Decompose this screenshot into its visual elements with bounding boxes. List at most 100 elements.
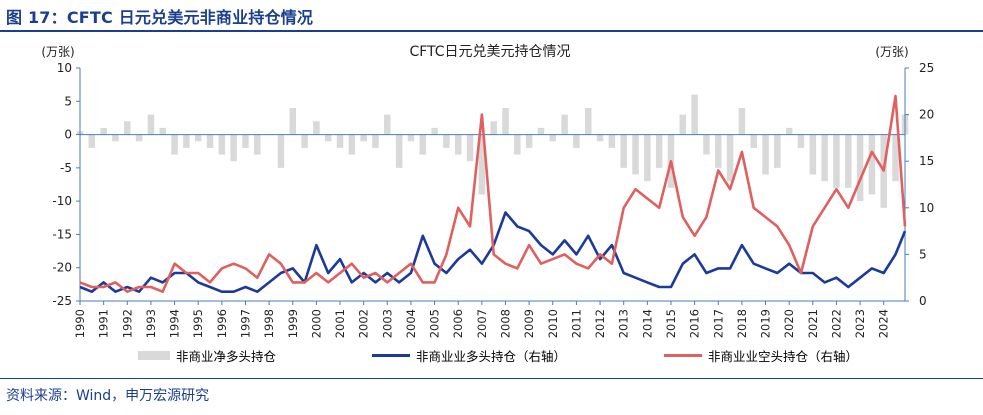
legend-label-long: 非商业业多头持仓（右轴） [416, 349, 567, 364]
x-tick-label: 2015 [664, 309, 678, 338]
x-tick-label: 2012 [593, 309, 607, 338]
x-tick-label: 2023 [853, 309, 867, 338]
net-bar [561, 114, 568, 135]
legend-swatch-short [664, 354, 702, 357]
net-bar [112, 134, 119, 142]
left-tick-label: 10 [57, 61, 72, 75]
x-tick-label: 2016 [688, 309, 702, 338]
net-bar [584, 107, 592, 135]
net-bar [313, 121, 320, 135]
x-tick-label: 2010 [546, 309, 560, 338]
right-tick-label: 15 [919, 154, 934, 168]
net-bar [254, 134, 261, 155]
net-bar [324, 134, 332, 142]
x-tick-label: 2000 [309, 309, 323, 338]
x-tick-label: 2021 [806, 309, 820, 338]
net-bar [856, 134, 864, 202]
left-tick-label: -5 [60, 161, 72, 175]
right-tick-label: 0 [919, 294, 927, 308]
x-tick-label: 2005 [428, 309, 442, 338]
left-axis-unit: (万张) [41, 45, 74, 59]
net-bar [384, 114, 391, 135]
x-tick-label: 2024 [877, 309, 891, 338]
legend-item-net: 非商业净多头持仓 [138, 346, 276, 365]
chart-title: CFTC日元兑美元持仓情况 [409, 44, 570, 60]
net-bar [502, 107, 509, 135]
right-tick-label: 10 [919, 201, 934, 215]
x-tick-label: 1995 [191, 309, 205, 338]
legend-item-short: 非商业业空头持仓（右轴） [664, 346, 858, 365]
net-bar [159, 127, 166, 135]
x-tick-label: 1996 [215, 309, 229, 338]
left-tick-label: 5 [64, 94, 72, 108]
net-bar [124, 121, 131, 135]
x-tick-label: 1994 [168, 309, 182, 338]
net-bar [738, 107, 746, 135]
x-tick-label: 2020 [782, 309, 796, 338]
net-bar [655, 134, 663, 168]
x-tick-label: 2022 [829, 309, 843, 338]
net-bar [537, 127, 545, 135]
net-bar [135, 134, 143, 142]
net-bar [407, 134, 415, 142]
net-bar [88, 134, 96, 148]
net-bar [809, 134, 817, 175]
right-axis-unit: (万张) [875, 45, 908, 59]
x-tick-label: 1998 [262, 309, 276, 338]
x-tick-label: 2011 [569, 309, 583, 338]
net-bar [466, 134, 474, 162]
left-tick-label: -25 [52, 294, 72, 308]
net-bar [301, 134, 308, 148]
x-tick-label: 2018 [735, 309, 749, 338]
net-bar [490, 121, 497, 135]
net-bar [608, 134, 616, 148]
legend-label-net: 非商业净多头持仓 [176, 349, 277, 364]
net-bar [431, 127, 438, 135]
right-tick-label: 20 [919, 108, 934, 122]
net-bar [218, 134, 226, 155]
net-bar [348, 134, 356, 155]
x-tick-label: 2013 [617, 309, 631, 338]
net-bar [691, 94, 698, 135]
net-bar [514, 134, 521, 155]
left-tick-label: -15 [52, 227, 72, 241]
source-note: 资料来源：Wind，申万宏源研究 [6, 388, 210, 404]
title-rule [0, 30, 983, 32]
net-bar [525, 134, 533, 148]
net-bar [454, 134, 462, 155]
net-bar [715, 134, 722, 168]
net-bar [183, 134, 190, 148]
x-tick-label: 1997 [238, 309, 252, 338]
right-tick-label: 5 [919, 247, 927, 261]
net-bar [703, 134, 710, 155]
x-tick-label: 1991 [97, 309, 111, 338]
net-bar [620, 134, 627, 168]
net-bar [100, 127, 107, 135]
x-tick-label: 1990 [73, 309, 87, 338]
net-bar [644, 134, 651, 182]
net-bar [372, 134, 379, 148]
net-bar [785, 127, 793, 135]
net-bar [549, 134, 557, 142]
net-bar [868, 134, 876, 195]
net-bar [289, 107, 297, 135]
x-tick-label: 2007 [475, 309, 489, 338]
net-bar [797, 134, 805, 148]
net-bar [171, 134, 178, 155]
legend-label-short: 非商业业空头持仓（右轴） [708, 349, 859, 364]
x-tick-label: 2006 [451, 309, 465, 338]
net-bar [892, 134, 899, 182]
right-tick-label: 25 [919, 61, 934, 75]
net-bar [230, 134, 237, 162]
net-bar [573, 134, 580, 148]
net-bar [845, 134, 852, 188]
figure-title: 图 17：CFTC 日元兑美元非商业持仓情况 [6, 8, 314, 27]
net-bar [194, 134, 202, 142]
x-tick-label: 2014 [640, 309, 654, 338]
net-bar [242, 134, 249, 148]
net-bar [336, 134, 344, 148]
net-bar [596, 134, 604, 142]
net-bar [395, 134, 403, 168]
x-tick-label: 2003 [380, 309, 394, 338]
